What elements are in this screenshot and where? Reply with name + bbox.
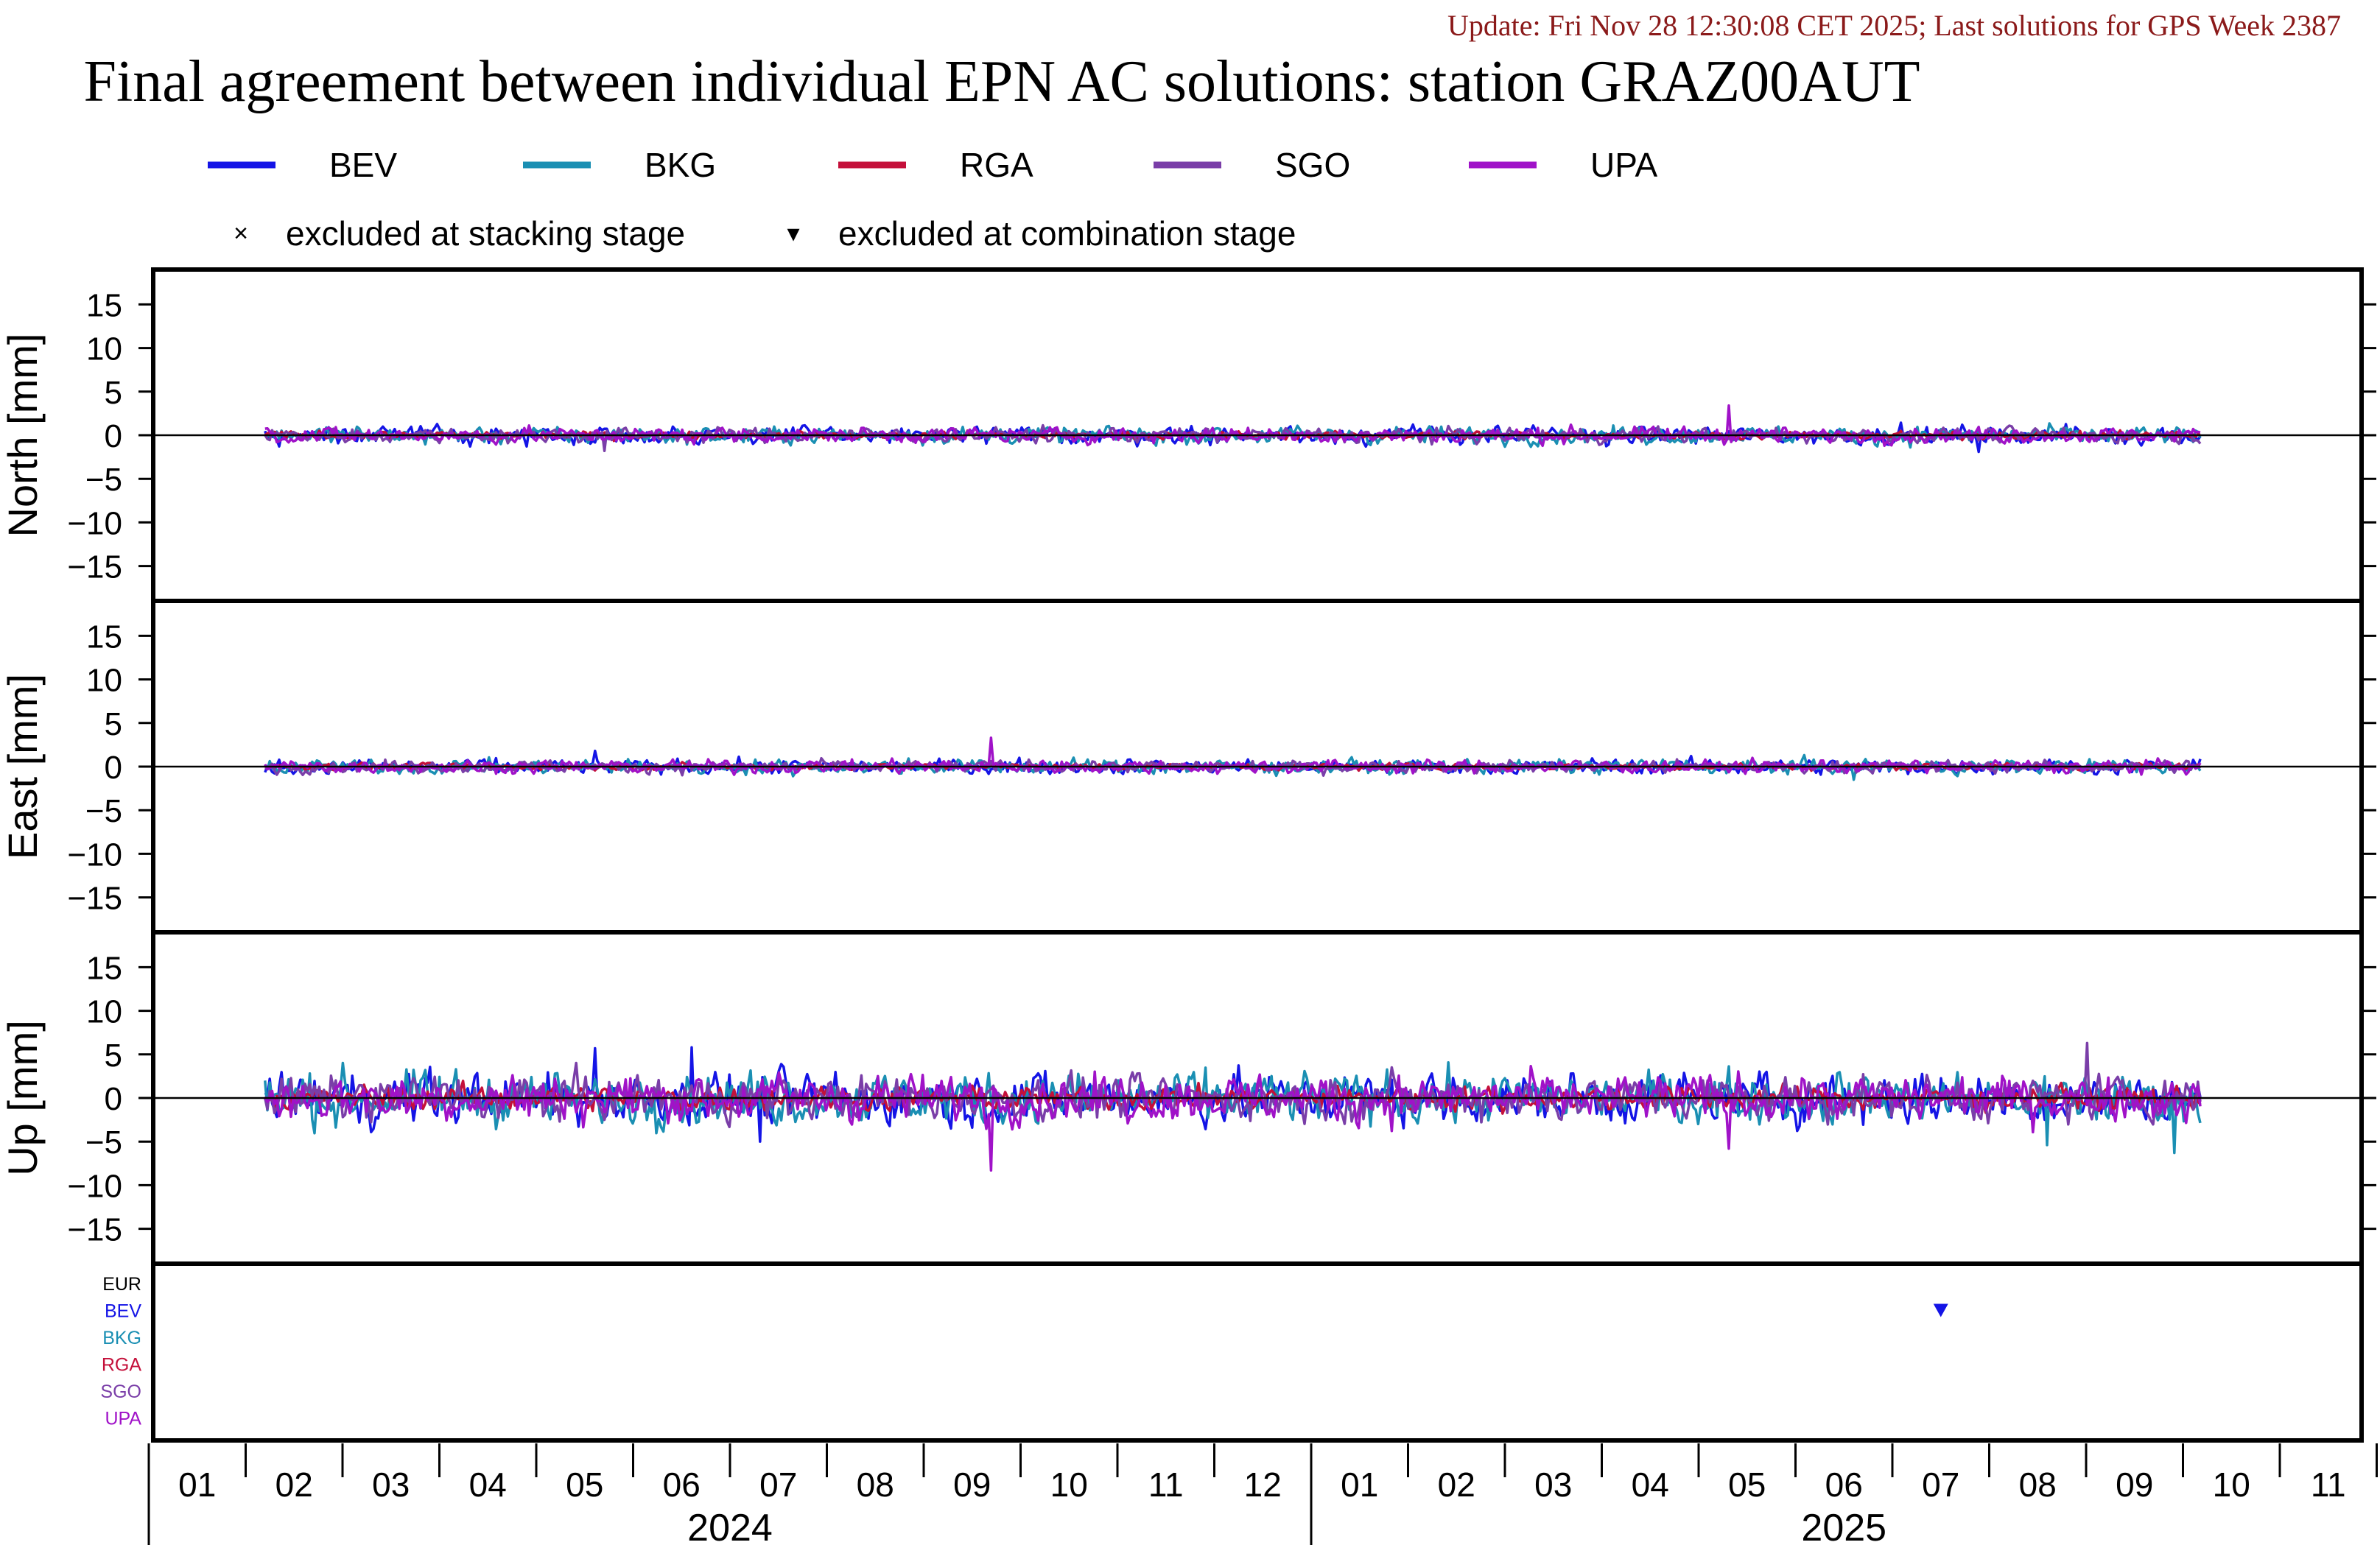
y-tick-label: −5	[85, 462, 122, 498]
y-tick-label: 15	[86, 619, 122, 655]
y-tick-label: 15	[86, 287, 122, 323]
plot-panels: 15 10 5 0 −5 −10 −15 North [mm] 15 10 5 0 −5 −10 −15 Ea…	[0, 267, 2376, 1266]
x-month-label: 12	[1244, 1465, 1282, 1504]
y-tick-label: 0	[105, 1081, 122, 1117]
x-month-label: 05	[566, 1465, 603, 1504]
x-month-label: 01	[178, 1465, 216, 1504]
x-month-label: 11	[2311, 1465, 2346, 1504]
y-tick-label: −5	[85, 793, 122, 829]
y-tick-label: −10	[67, 837, 122, 873]
excluded-combination-marker	[1933, 1303, 1948, 1317]
x-month-label: 07	[759, 1465, 797, 1504]
x-month-label: 06	[1825, 1465, 1863, 1504]
y-axis-label: Up [mm]	[0, 1020, 46, 1176]
y-tick-label: −15	[67, 881, 122, 917]
legend: BEV BKG RGA SGO UPA × excluded at stacking sta…	[208, 146, 1657, 253]
x-month-label: 08	[2019, 1465, 2057, 1504]
y-tick-label: −10	[67, 505, 122, 541]
x-month-label: 02	[1438, 1465, 1475, 1504]
exclusion-row-label: BEV	[105, 1301, 141, 1322]
exclusion-row-label: SGO	[100, 1382, 141, 1402]
y-tick-label: 5	[105, 706, 122, 742]
legend-label-bev: BEV	[329, 146, 397, 184]
x-axis: 01 02 03 04 05 06 07 08 09 10 11 12 01 02 03 04 05 06 07 08…	[147, 1443, 2378, 1545]
x-month-label: 11	[1148, 1465, 1184, 1504]
chart-title: Final agreement between individual EPN A…	[83, 49, 1920, 114]
x-year-label: 2025	[1801, 1507, 1886, 1545]
legend-label-bkg: BKG	[645, 146, 716, 184]
exclusion-row-label: EUR	[102, 1274, 141, 1295]
x-month-label: 07	[1922, 1465, 1959, 1504]
y-tick-label: 0	[105, 418, 122, 454]
exclusion-row-label: BKG	[102, 1328, 141, 1348]
x-month-label: 09	[953, 1465, 991, 1504]
y-tick-label: 15	[86, 950, 122, 986]
legend-label-upa: UPA	[1590, 146, 1657, 184]
exclusion-panel: EUR BEV BKG RGA SGO UPA	[100, 1261, 2364, 1443]
y-tick-label: −10	[67, 1168, 122, 1204]
y-tick-label: 5	[105, 1038, 122, 1074]
y-tick-label: −15	[67, 549, 122, 585]
legend-label-sgo: SGO	[1275, 146, 1350, 184]
x-month-label: 02	[275, 1465, 313, 1504]
legend-marker-label: excluded at combination stage	[838, 214, 1296, 253]
legend-marker-symbol: ×	[234, 219, 248, 247]
exclusion-row-label: UPA	[105, 1409, 141, 1429]
y-tick-label: 5	[105, 375, 122, 411]
y-tick-label: −15	[67, 1212, 122, 1248]
x-month-label: 06	[663, 1465, 701, 1504]
y-tick-label: −5	[85, 1125, 122, 1161]
series-line-upa	[264, 1065, 2202, 1172]
x-month-label: 01	[1341, 1465, 1378, 1504]
y-tick-label: 10	[86, 331, 122, 367]
x-year-label: 2024	[687, 1507, 773, 1545]
x-month-label: 04	[469, 1465, 507, 1504]
x-month-label: 09	[2116, 1465, 2153, 1504]
x-month-label: 10	[2213, 1465, 2250, 1504]
x-month-label: 04	[1632, 1465, 1669, 1504]
legend-label-rga: RGA	[960, 146, 1033, 184]
x-month-label: 05	[1728, 1465, 1766, 1504]
x-month-label: 03	[1534, 1465, 1572, 1504]
y-tick-label: 10	[86, 663, 122, 699]
legend-marker-label: excluded at stacking stage	[286, 214, 685, 253]
y-axis-label: East [mm]	[0, 674, 46, 859]
exclusion-row-label: RGA	[102, 1355, 142, 1376]
update-line: Update: Fri Nov 28 12:30:08 CET 2025; La…	[1447, 9, 2341, 42]
x-month-label: 10	[1050, 1465, 1088, 1504]
exclusion-panel-frame	[151, 1261, 2364, 1443]
y-axis-label: North [mm]	[0, 334, 46, 538]
legend-marker-symbol: ▾	[787, 219, 799, 247]
x-month-label: 08	[857, 1465, 894, 1504]
y-tick-label: 10	[86, 994, 122, 1030]
x-month-label: 03	[372, 1465, 410, 1504]
y-tick-label: 0	[105, 750, 122, 786]
